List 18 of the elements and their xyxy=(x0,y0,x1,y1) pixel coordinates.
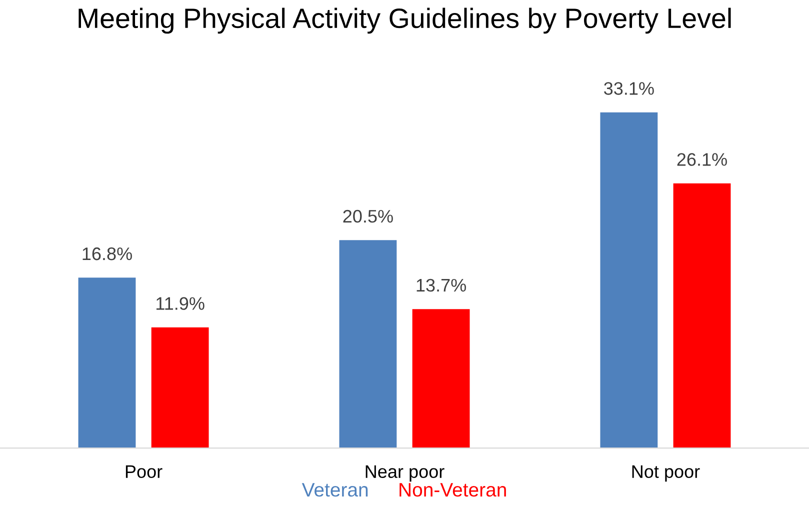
bar xyxy=(78,278,136,448)
data-label: 26.1% xyxy=(677,153,727,166)
bar xyxy=(600,112,658,448)
chart-title: Meeting Physical Activity Guidelines by Poverty Level xyxy=(78,8,731,34)
bar xyxy=(412,309,470,448)
series-label: Veteran xyxy=(302,483,368,497)
bar xyxy=(339,240,397,448)
x-tick-label: Poor xyxy=(126,465,162,478)
bar xyxy=(151,327,209,448)
data-label: 20.5% xyxy=(343,210,393,223)
data-label: 13.7% xyxy=(416,278,466,292)
x-tick-label: Not poor xyxy=(632,465,700,482)
series-label: Non-Veteran xyxy=(400,483,506,497)
bar xyxy=(673,183,731,448)
data-label: 11.9% xyxy=(156,297,204,310)
x-tick-label: Near poor xyxy=(366,465,444,482)
data-label: 16.8% xyxy=(82,247,132,260)
data-label: 33.1% xyxy=(604,82,654,95)
